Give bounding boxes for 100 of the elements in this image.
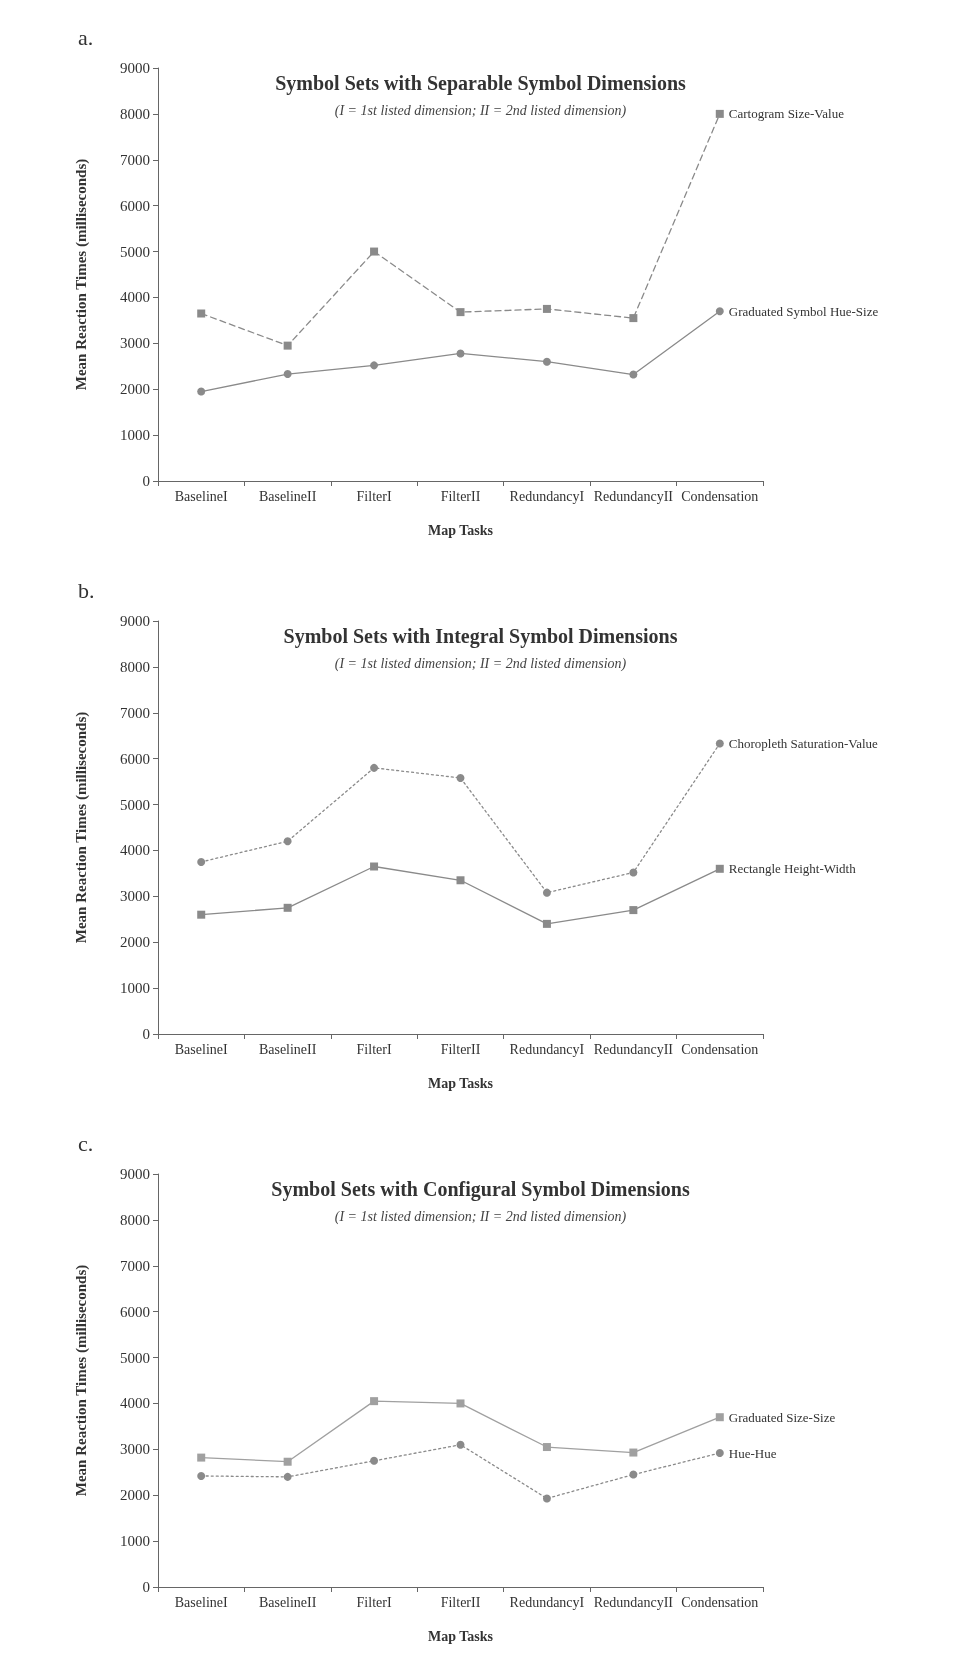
x-tick-label: Condensation: [681, 488, 759, 504]
y-tick-label: 7000: [120, 151, 150, 168]
point: [197, 1453, 206, 1462]
y-tick-label: 2000: [120, 934, 150, 951]
point: [542, 1443, 551, 1452]
series-label: Hue-Hue: [728, 1445, 777, 1461]
x-tick-label: RedundancyII: [593, 1594, 674, 1610]
y-tick-label: 1000: [120, 1533, 150, 1550]
y-axis-title: Mean Reaction Times (milliseconds): [72, 158, 90, 391]
text: (I = 1st listed dimension; II = 2nd listed dimension): [334, 655, 627, 672]
x-tick-label: BaselineII: [258, 488, 317, 504]
x-tick-label: BaselineII: [258, 1594, 317, 1610]
x-tick-label: Condensation: [681, 1594, 759, 1610]
point: [629, 314, 638, 323]
series-label: Choropleth Saturation-Value: [728, 736, 879, 752]
y-axis-title: Mean Reaction Times (milliseconds): [72, 711, 90, 944]
point: [197, 857, 206, 866]
y-axis-title: Mean Reaction Times (milliseconds): [72, 1264, 90, 1497]
point: [542, 919, 551, 928]
y-tick-label: 0: [142, 1026, 150, 1042]
y-tick-label: 7000: [120, 1257, 150, 1274]
y-tick-label: 1000: [120, 427, 150, 444]
point: [629, 906, 638, 915]
y-tick-label: 0: [142, 473, 150, 489]
series-label: Graduated Symbol Hue-Size: [728, 303, 879, 319]
y-tick-label: 5000: [120, 796, 150, 813]
y-tick-label: 4000: [120, 842, 150, 859]
y-tick-label: 8000: [120, 105, 150, 122]
point: [283, 1457, 292, 1466]
text: (I = 1st listed dimension; II = 2nd listed dimension): [334, 1208, 627, 1225]
point: [456, 308, 465, 317]
x-axis-title: Map Tasks: [428, 1628, 494, 1644]
point: [629, 1470, 638, 1479]
x-tick-label: RedundancyI: [509, 1594, 585, 1610]
y-tick-label: 0: [142, 1579, 150, 1595]
y-tick-label: 9000: [120, 1166, 150, 1182]
y-tick-label: 5000: [120, 1349, 150, 1366]
x-tick-label: FilterI: [356, 1594, 392, 1610]
point: [456, 349, 465, 358]
y-tick-label: 3000: [120, 888, 150, 905]
text: b.: [78, 577, 95, 603]
point: [715, 109, 724, 118]
x-tick-label: FilterI: [356, 488, 392, 504]
chart-title: Symbol Sets with Separable Symbol Dimensions: [275, 72, 687, 95]
y-tick-label: 6000: [120, 1303, 150, 1320]
x-tick-label: BaselineI: [174, 1041, 228, 1057]
x-tick-label: RedundancyI: [509, 488, 585, 504]
point: [715, 739, 724, 748]
point: [370, 763, 379, 772]
text: c.: [78, 1130, 94, 1156]
point: [370, 1456, 379, 1465]
y-tick-label: 6000: [120, 197, 150, 214]
point: [629, 370, 638, 379]
point: [197, 309, 206, 318]
point: [370, 361, 379, 370]
point: [283, 837, 292, 846]
x-tick-label: Condensation: [681, 1041, 759, 1057]
y-tick-label: 2000: [120, 381, 150, 398]
series-label: Rectangle Height-Width: [728, 861, 857, 877]
text: (I = 1st listed dimension; II = 2nd listed dimension): [334, 102, 627, 119]
x-tick-label: BaselineII: [258, 1041, 317, 1057]
point: [715, 864, 724, 873]
point: [283, 1472, 292, 1481]
point: [283, 341, 292, 350]
x-tick-label: FilterII: [440, 1041, 481, 1057]
point: [197, 387, 206, 396]
y-tick-label: 4000: [120, 289, 150, 306]
y-tick-label: 9000: [120, 60, 150, 76]
point: [370, 247, 379, 256]
x-tick-label: FilterI: [356, 1041, 392, 1057]
point: [197, 910, 206, 919]
point: [542, 357, 551, 366]
series-label: Cartogram Size-Value: [728, 106, 845, 122]
point: [629, 868, 638, 877]
point: [629, 1448, 638, 1457]
point: [715, 1413, 724, 1422]
point: [715, 307, 724, 316]
chart-title: Symbol Sets with Integral Symbol Dimensions: [283, 625, 678, 648]
x-tick-label: RedundancyII: [593, 1041, 674, 1057]
point: [542, 1494, 551, 1503]
y-tick-label: 9000: [120, 613, 150, 629]
x-axis-title: Map Tasks: [428, 522, 494, 538]
x-tick-label: RedundancyII: [593, 488, 674, 504]
y-tick-label: 1000: [120, 980, 150, 997]
point: [456, 1399, 465, 1408]
point: [542, 888, 551, 897]
y-tick-label: 7000: [120, 704, 150, 721]
y-tick-label: 8000: [120, 658, 150, 675]
point: [456, 1440, 465, 1449]
text: a.: [78, 24, 94, 50]
x-axis-title: Map Tasks: [428, 1075, 494, 1091]
point: [283, 903, 292, 912]
x-tick-label: BaselineI: [174, 488, 228, 504]
point: [715, 1449, 724, 1457]
y-tick-label: 3000: [120, 335, 150, 352]
point: [456, 773, 465, 782]
y-tick-label: 6000: [120, 750, 150, 767]
point: [542, 304, 551, 313]
point: [370, 1397, 379, 1406]
y-tick-label: 2000: [120, 1487, 150, 1504]
